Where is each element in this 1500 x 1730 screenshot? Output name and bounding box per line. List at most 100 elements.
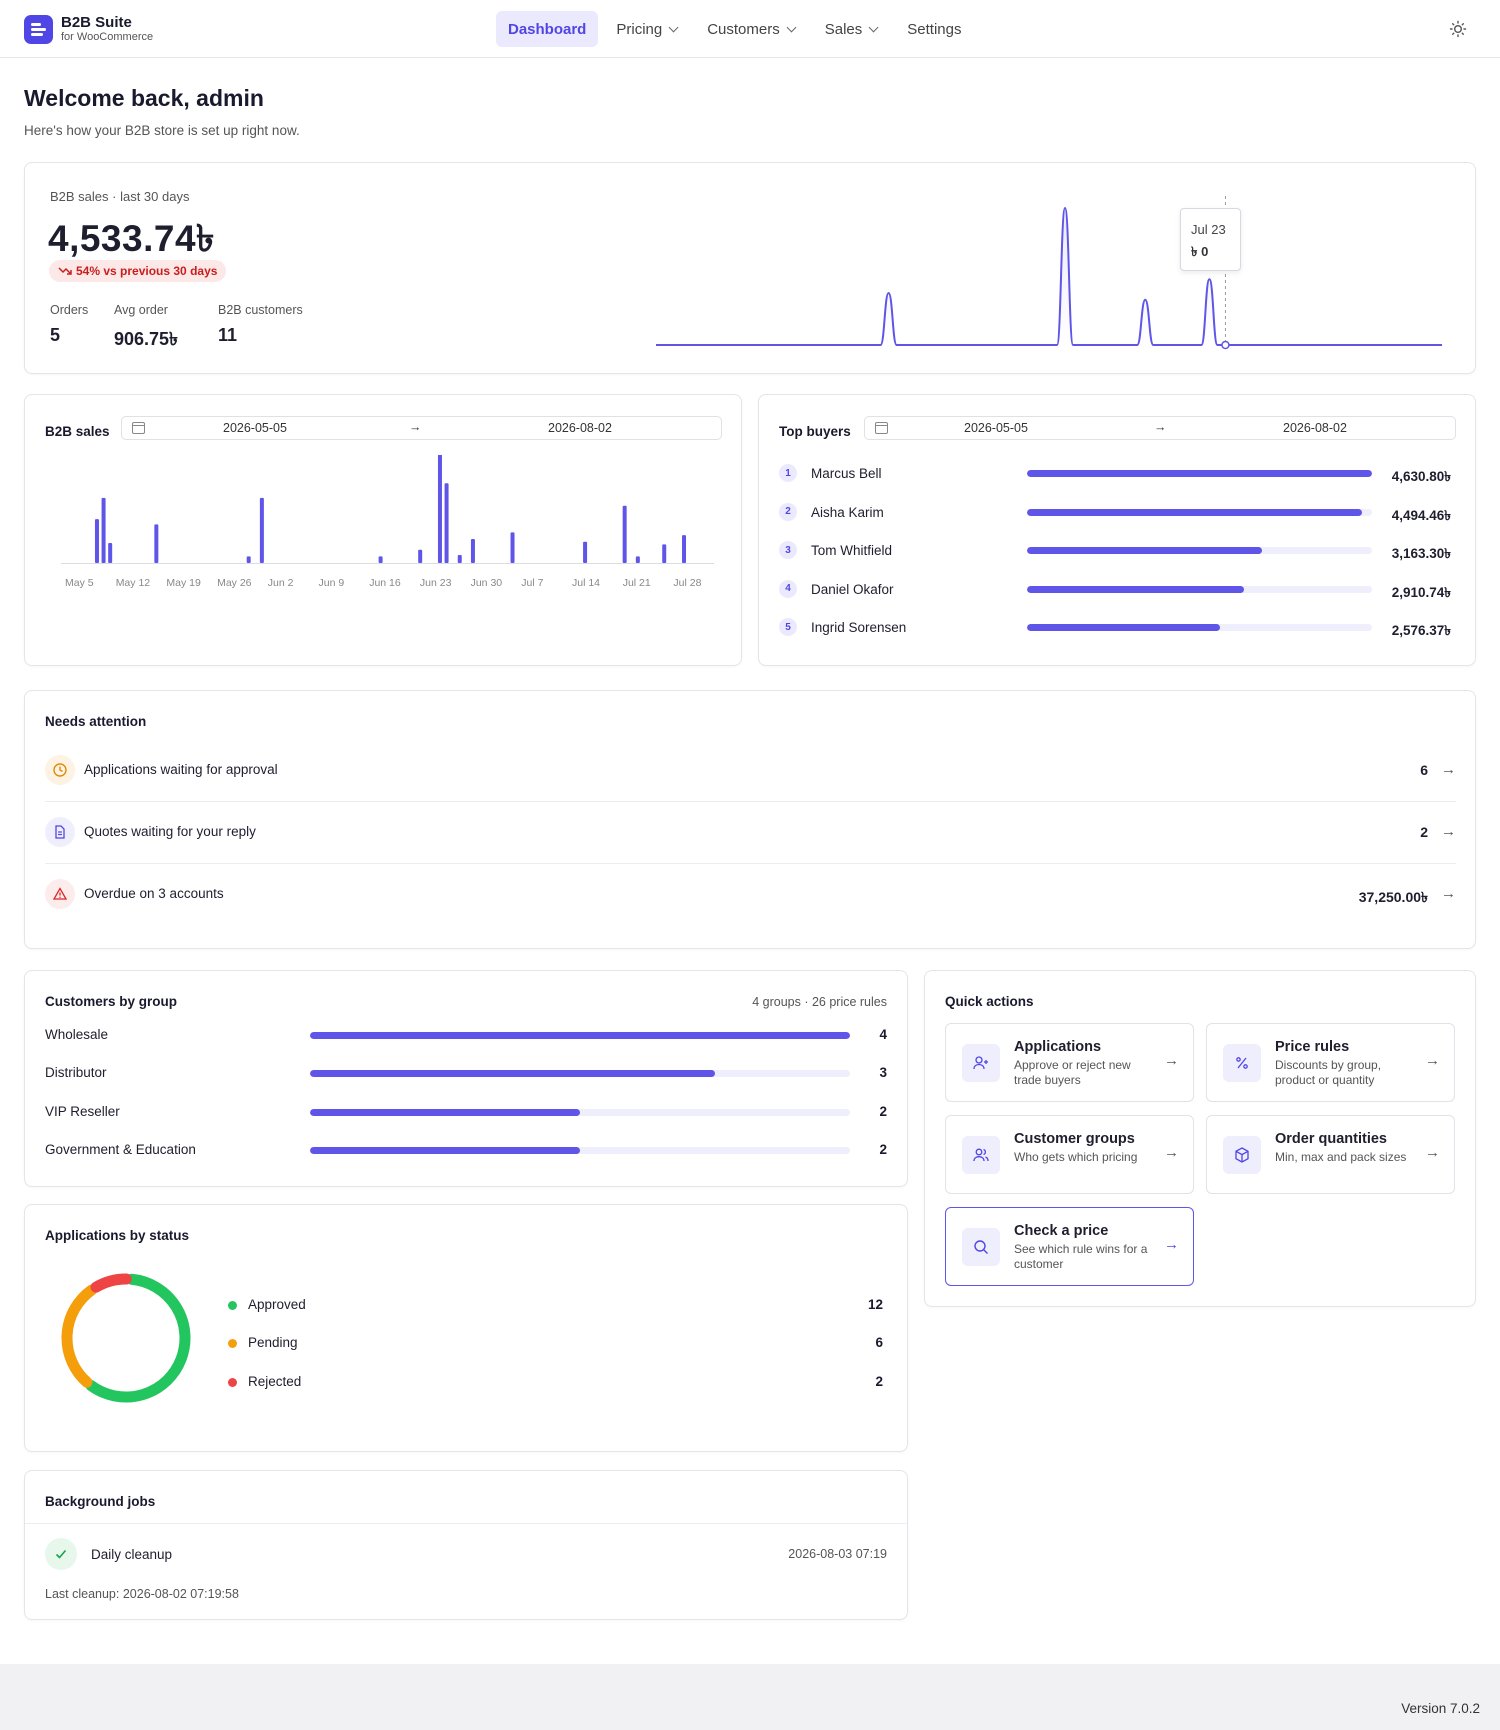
date-range-picker[interactable]: 2026-05-05 → 2026-08-02 <box>864 416 1456 440</box>
nav-pricing-label: Pricing <box>616 20 663 38</box>
attention-amount: 37,250.00৳ <box>1358 889 1428 905</box>
buyer-name[interactable]: Ingrid Sorensen <box>811 620 907 636</box>
buyer-rank: 3 <box>779 541 797 560</box>
quick-action-desc: See which rule wins for a customer <box>1014 1242 1148 1271</box>
arrow-right-icon: → <box>1425 1144 1440 1161</box>
bar <box>635 556 640 563</box>
quick-action-title: Order quantities <box>1275 1131 1387 1147</box>
users-icon <box>962 1136 1000 1174</box>
bar <box>437 455 442 563</box>
buyer-bar-fill <box>1027 624 1221 632</box>
user-plus-icon <box>962 1044 1000 1082</box>
donut-slice-rejected <box>90 1273 132 1293</box>
group-bar-track <box>310 1108 850 1116</box>
buyer-name[interactable]: Daniel Okafor <box>811 581 894 597</box>
quick-action-customer-groups[interactable]: Customer groups Who gets which pricing → <box>945 1115 1194 1194</box>
donut-slice-approved <box>85 1273 191 1403</box>
legend-value: 12 <box>867 1297 883 1312</box>
bar <box>662 544 667 563</box>
range-end: 2026-08-02 <box>1283 421 1347 435</box>
x-tick-label: May 5 <box>65 577 94 589</box>
quick-action-order-quantities[interactable]: Order quantities Min, max and pack sizes → <box>1206 1115 1455 1194</box>
legend-label: Pending <box>248 1335 298 1351</box>
donut-slice-pending <box>61 1284 98 1388</box>
attention-item-overdue[interactable]: Overdue on 3 accounts 37,250.00৳ → <box>45 864 1456 926</box>
buyer-name[interactable]: Marcus Bell <box>811 466 882 481</box>
bar <box>444 483 449 563</box>
x-tick-label: May 19 <box>166 577 201 589</box>
nav-dashboard[interactable]: Dashboard <box>496 11 599 47</box>
x-tick-label: Jun 23 <box>420 577 452 589</box>
quick-action-applications[interactable]: Applications Approve or reject new trade … <box>945 1023 1194 1102</box>
brand-logo-icon[interactable] <box>24 15 53 44</box>
search-icon <box>962 1228 1000 1266</box>
nav-settings-label: Settings <box>907 20 962 38</box>
buyer-name[interactable]: Tom Whitfield <box>811 543 893 559</box>
group-name: VIP Reseller <box>45 1103 120 1119</box>
box-icon <box>1223 1136 1261 1174</box>
avg-order-label: Avg order <box>114 303 168 317</box>
group-bar-fill <box>310 1070 715 1078</box>
legend-dot <box>228 1301 237 1310</box>
brand-subtitle: for WooCommerce <box>61 31 154 43</box>
bar <box>154 524 159 563</box>
attention-label: Overdue on 3 accounts <box>84 886 224 901</box>
nav-settings[interactable]: Settings <box>895 11 973 47</box>
chevron-down-icon <box>668 22 679 32</box>
quick-action-check-a-price[interactable]: Check a price See which rule wins for a c… <box>945 1207 1194 1286</box>
calendar-icon <box>875 422 888 434</box>
hover-point <box>1221 340 1230 350</box>
group-count: 4 <box>879 1027 887 1042</box>
bar <box>510 532 515 563</box>
top-buyers-title: Top buyers <box>779 424 851 439</box>
customers-by-group-title: Customers by group <box>45 994 178 1009</box>
main-nav: Dashboard Pricing Customers Sales Settin… <box>496 11 973 47</box>
trend-down-icon <box>58 267 72 275</box>
buyer-name[interactable]: Aisha Karim <box>811 504 884 520</box>
attention-item-applications[interactable]: Applications waiting for approval 6 → <box>45 740 1456 802</box>
buyer-bar-track <box>1027 470 1372 477</box>
x-tick-label: Jun 2 <box>268 577 294 589</box>
top-buyers-card: Top buyers 2026-05-05 → 2026-08-02 1 Marc… <box>758 394 1476 666</box>
sales-bar-chart: May 5 May 12 May 19 May 26 Jun 2 Jun 9 Jun 16 J… <box>61 455 714 589</box>
range-end: 2026-08-02 <box>548 421 612 435</box>
customers-by-group-card: Customers by group 4 groups · 26 price r… <box>24 970 908 1187</box>
kpi-label: B2B sales · last 30 days <box>50 189 190 204</box>
nav-sales[interactable]: Sales <box>813 11 890 47</box>
group-name: Government & Education <box>45 1141 196 1157</box>
nav-pricing[interactable]: Pricing <box>604 11 689 47</box>
bar <box>457 555 462 563</box>
group-count: 3 <box>879 1065 887 1081</box>
groups-meta: 4 groups · 26 price rules <box>752 995 887 1009</box>
attention-item-quotes[interactable]: Quotes waiting for your reply 2 → <box>45 802 1456 864</box>
group-name: Wholesale <box>45 1027 109 1042</box>
bar <box>101 497 106 563</box>
top-bar: B2B Suite for WooCommerce Dashboard Pric… <box>0 0 1500 58</box>
page-title: Welcome back, admin <box>24 85 264 111</box>
brand-name: B2B Suite <box>61 14 132 31</box>
sun-icon <box>1449 20 1467 38</box>
quick-action-desc: Discounts by group, product or quantity <box>1275 1058 1382 1087</box>
buyer-value: 2,576.37৳ <box>1391 623 1451 639</box>
quick-action-price-rules[interactable]: Price rules Discounts by group, product o… <box>1206 1023 1455 1102</box>
sparkline-line <box>656 206 1442 346</box>
group-bar-track <box>310 1032 850 1039</box>
theme-toggle-button[interactable] <box>1446 17 1470 41</box>
quick-actions-title: Quick actions <box>945 994 1034 1009</box>
sparkline-chart[interactable] <box>650 180 1450 360</box>
x-tick-label: Jun 9 <box>319 577 345 589</box>
chart-tooltip: Jul 23 ৳ 0 <box>1180 208 1241 271</box>
arrow-right-icon: → <box>1164 1052 1179 1069</box>
date-range-picker[interactable]: 2026-05-05 → 2026-08-02 <box>121 416 722 440</box>
x-tick-label: Jul 7 <box>521 577 543 589</box>
buyer-rank: 4 <box>779 579 797 598</box>
nav-dashboard-label: Dashboard <box>508 20 587 38</box>
attention-count: 6 <box>1420 762 1428 778</box>
nav-customers[interactable]: Customers <box>695 11 807 47</box>
applications-status-title: Applications by status <box>45 1228 190 1243</box>
legend-dot <box>228 1339 237 1349</box>
quick-action-desc: Min, max and pack sizes <box>1275 1150 1407 1164</box>
legend-label: Rejected <box>248 1373 302 1389</box>
bar <box>259 497 264 563</box>
bar <box>418 549 423 563</box>
